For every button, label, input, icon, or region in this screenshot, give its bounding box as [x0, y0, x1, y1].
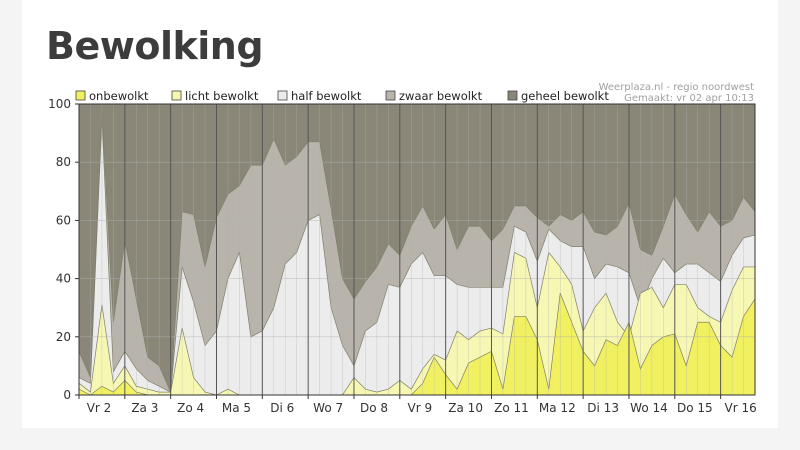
area-bands — [78, 104, 756, 396]
legend-swatch — [507, 90, 518, 101]
y-tick-label: 40 — [56, 272, 71, 286]
x-tick-label: Do 8 — [360, 401, 388, 415]
legend-swatch — [171, 90, 182, 101]
legend-label: onbewolkt — [89, 89, 149, 103]
x-tick-label: Wo 14 — [630, 401, 668, 415]
x-tick-label: Ma 5 — [222, 401, 251, 415]
x-tick-label: Zo 4 — [177, 401, 204, 415]
day-separators — [124, 104, 722, 395]
y-tick-label: 80 — [56, 155, 71, 169]
x-tick-label: Di 6 — [270, 401, 294, 415]
legend-swatch — [277, 90, 288, 101]
legend-label: half bewolkt — [291, 89, 362, 103]
x-tick-label: Zo 11 — [494, 401, 529, 415]
y-tick-label: 60 — [56, 213, 71, 227]
x-tick-label: Vr 9 — [408, 401, 433, 415]
y-tick-label: 0 — [63, 388, 71, 402]
legend-swatch — [385, 90, 396, 101]
x-tick-label: Di 13 — [587, 401, 619, 415]
x-tick-label: Vr 16 — [725, 401, 757, 415]
page-title: Bewolking — [46, 24, 264, 68]
y-tick-label: 100 — [48, 97, 71, 111]
legend-label: licht bewolkt — [185, 89, 259, 103]
y-axis-ticks: 0 20 40 60 80 100 — [48, 97, 79, 402]
x-tick-label: Za 3 — [131, 401, 158, 415]
x-tick-label: Vr 2 — [87, 401, 112, 415]
x-tick-label: Ma 12 — [539, 401, 576, 415]
plot-frame — [78, 103, 756, 396]
x-tick-label: Za 10 — [448, 401, 483, 415]
x-axis-ticks: Vr 2 Za 3 Zo 4 Ma 5 Di 6 Wo 7 Do 8 Vr 9 Za 10 Zo … — [78, 395, 757, 415]
y-tick-label: 20 — [56, 330, 71, 344]
legend: onbewolkt licht bewolkt half bewolkt zwaar … — [75, 89, 609, 103]
legend-label: zwaar bewolkt — [399, 89, 483, 103]
x-tick-label: Do 15 — [677, 401, 713, 415]
x-tick-label: Wo 7 — [313, 401, 343, 415]
credit-source: Weerplaza.nl - regio noordwest — [599, 82, 754, 93]
legend-swatch — [75, 90, 86, 101]
credit-created: Gemaakt: vr 02 apr 10:13 — [624, 93, 754, 104]
legend-label: geheel bewolkt — [521, 89, 609, 103]
grid-lines — [79, 104, 756, 395]
